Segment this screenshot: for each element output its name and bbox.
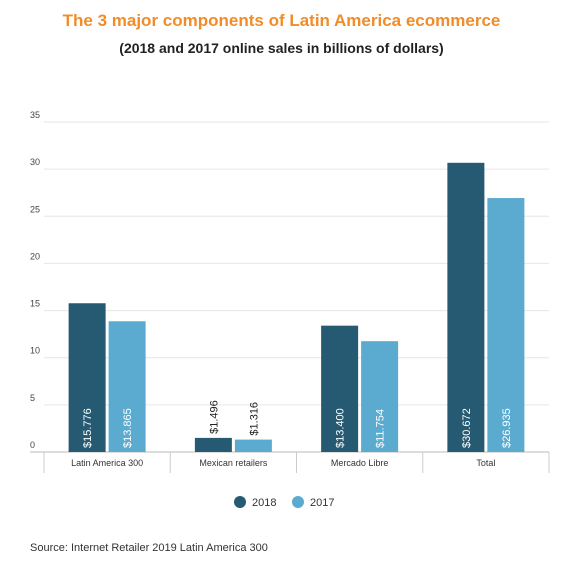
- legend-swatch: [292, 496, 304, 508]
- source-note: Source: Internet Retailer 2019 Latin Ame…: [30, 542, 268, 554]
- legend-label: 2018: [252, 497, 276, 509]
- bar-value-label: $26.935: [501, 408, 513, 448]
- y-tick-label: 25: [30, 204, 40, 214]
- x-category-label: Mexican retailers: [199, 458, 268, 468]
- bar: [361, 341, 399, 452]
- bar: [487, 198, 525, 452]
- bar: [68, 303, 106, 452]
- chart-subtitle: (2018 and 2017 online sales in billions …: [119, 40, 444, 56]
- bar-value-label: $11.754: [375, 409, 387, 448]
- x-category-label: Mercado Libre: [331, 458, 389, 468]
- y-tick-label: 0: [30, 440, 35, 450]
- bar-value-label: $1.316: [248, 402, 260, 436]
- bar-value-label: $15.776: [82, 408, 94, 448]
- legend-swatch: [234, 496, 246, 508]
- y-tick-label: 15: [30, 299, 40, 309]
- bar-value-label: $13.865: [122, 408, 134, 448]
- chart-title: The 3 major components of Latin America …: [62, 11, 501, 30]
- bar-value-label: $1.496: [208, 400, 220, 434]
- y-tick-label: 20: [30, 251, 40, 261]
- x-category-label: Latin America 300: [71, 458, 143, 468]
- bar: [447, 162, 485, 452]
- legend-label: 2017: [310, 497, 334, 509]
- bar: [234, 439, 272, 452]
- bar-value-label: $13.400: [335, 408, 347, 448]
- y-tick-label: 5: [30, 393, 35, 403]
- bar: [321, 325, 359, 452]
- y-tick-label: 30: [30, 157, 40, 167]
- x-category-label: Total: [476, 458, 495, 468]
- y-tick-label: 35: [30, 110, 40, 120]
- bar: [194, 437, 232, 452]
- bar-value-label: $30.672: [461, 408, 473, 448]
- y-tick-label: 10: [30, 346, 40, 356]
- bar: [108, 321, 146, 452]
